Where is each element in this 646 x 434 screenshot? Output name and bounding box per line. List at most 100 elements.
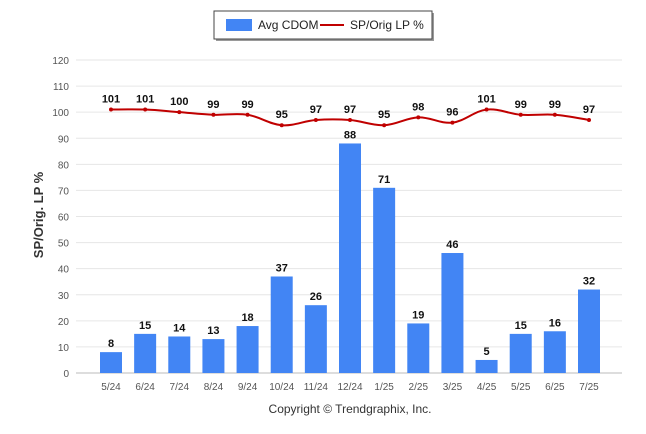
- y-tick-label: 90: [58, 134, 70, 145]
- line-point: [416, 115, 421, 120]
- copyright-text: Copyright © Trendgraphix, Inc.: [269, 402, 432, 416]
- line-value-label: 101: [136, 94, 154, 106]
- bar: [373, 187, 396, 373]
- x-tick-label: 1/25: [374, 382, 394, 393]
- y-tick-label: 0: [63, 369, 69, 380]
- line-value-label: 95: [378, 109, 390, 121]
- y-tick-label: 100: [52, 108, 69, 119]
- bar-value-label: 18: [241, 312, 253, 324]
- x-tick-label: 7/25: [579, 382, 599, 393]
- line-point: [518, 112, 523, 117]
- line-data-labels: 101 101 100 99 99 95 97 97 95 98 96 101 99 99 97: [102, 94, 595, 122]
- line-value-label: 97: [344, 104, 356, 116]
- line-value-label: 98: [412, 101, 424, 113]
- x-axis-ticks: 5/24 6/24 7/24 8/24 9/24 10/24 11/24 12/24 1/25 2…: [101, 382, 599, 393]
- line-point: [279, 123, 284, 128]
- y-tick-label: 120: [52, 56, 69, 67]
- line-point: [211, 112, 216, 117]
- bar-value-label: 14: [173, 322, 186, 334]
- bar-value-label: 32: [583, 276, 595, 288]
- x-tick-label: 7/24: [170, 382, 190, 393]
- bar-value-label: 15: [139, 320, 151, 332]
- bar: [509, 333, 532, 373]
- y-tick-label: 20: [58, 317, 70, 328]
- bar-value-label: 8: [108, 338, 114, 350]
- line-value-label: 101: [102, 94, 120, 106]
- bar-value-label: 19: [412, 309, 424, 321]
- y-tick-label: 50: [58, 239, 70, 250]
- bar-value-label: 46: [446, 239, 458, 251]
- bar: [236, 326, 259, 373]
- y-tick-label: 60: [58, 213, 70, 224]
- line-point: [109, 107, 113, 112]
- bar-value-label: 16: [549, 317, 561, 329]
- bar-value-label: 26: [310, 291, 322, 303]
- x-tick-label: 8/24: [204, 382, 224, 393]
- bar: [134, 333, 157, 373]
- line-point: [450, 120, 455, 125]
- line-value-label: 99: [515, 99, 527, 111]
- line-value-label: 99: [241, 99, 253, 111]
- bar: [543, 331, 566, 373]
- y-tick-label: 80: [58, 160, 70, 171]
- y-tick-label: 30: [58, 291, 70, 302]
- x-tick-label: 2/25: [409, 382, 429, 393]
- x-tick-label: 3/25: [443, 382, 463, 393]
- bar-value-label: 15: [515, 320, 527, 332]
- y-tick-label: 70: [58, 186, 70, 197]
- bar: [168, 336, 191, 373]
- x-tick-label: 5/25: [511, 382, 531, 393]
- legend-label-bars: Avg CDOM: [258, 18, 318, 32]
- line-point: [143, 107, 148, 112]
- line-point: [382, 123, 387, 128]
- bar-value-label: 88: [344, 129, 356, 141]
- line-value-label: 99: [549, 99, 561, 111]
- bar: [270, 276, 293, 373]
- legend: Avg CDOM SP/Orig LP %: [213, 10, 434, 41]
- line-point: [484, 107, 489, 112]
- bar-value-label: 5: [484, 346, 490, 358]
- y-tick-label: 40: [58, 265, 70, 276]
- bar: [578, 289, 600, 373]
- bar: [304, 305, 327, 373]
- y-tick-label: 110: [53, 82, 69, 93]
- bar-value-label: 71: [378, 174, 390, 186]
- line-point: [552, 112, 557, 117]
- bar: [100, 352, 122, 373]
- line-value-label: 101: [477, 94, 495, 106]
- line-value-label: 99: [207, 99, 219, 111]
- bar: [202, 339, 225, 373]
- y-tick-label: 10: [58, 343, 70, 354]
- x-tick-label: 6/25: [545, 382, 565, 393]
- line-series: [109, 107, 591, 128]
- x-tick-label: 9/24: [238, 382, 258, 393]
- line-value-label: 97: [310, 104, 322, 116]
- bar: [475, 359, 498, 373]
- bar: [441, 253, 464, 373]
- line-value-label: 95: [276, 109, 288, 121]
- x-tick-label: 5/24: [101, 382, 121, 393]
- x-tick-label: 6/24: [135, 382, 155, 393]
- x-tick-label: 11/24: [304, 382, 329, 393]
- line-point: [177, 110, 182, 115]
- bar-data-labels: 8 15 14 13 18 37 26 88 71 19 46 5 15 16 32: [108, 129, 595, 357]
- x-tick-label: 4/25: [477, 382, 497, 393]
- line-point: [348, 117, 352, 122]
- bar: [339, 143, 361, 373]
- legend-bar-swatch: [226, 19, 252, 31]
- y-axis-ticks: 0 10 20 30 40 50 60 70 80 90 100 110 120: [52, 56, 69, 380]
- line-value-label: 97: [583, 104, 595, 116]
- x-tick-label: 10/24: [269, 382, 294, 393]
- line-value-label: 96: [446, 107, 458, 119]
- bar-value-label: 37: [276, 262, 288, 274]
- line-point: [587, 117, 591, 122]
- bar-value-label: 13: [207, 325, 219, 337]
- x-tick-label: 12/24: [337, 382, 362, 393]
- bar-series: [100, 143, 600, 373]
- line-point: [245, 112, 250, 117]
- legend-label-line: SP/Orig LP %: [350, 18, 424, 32]
- y-axis-label: SP/Orig. LP %: [31, 171, 46, 258]
- line-point: [313, 117, 318, 122]
